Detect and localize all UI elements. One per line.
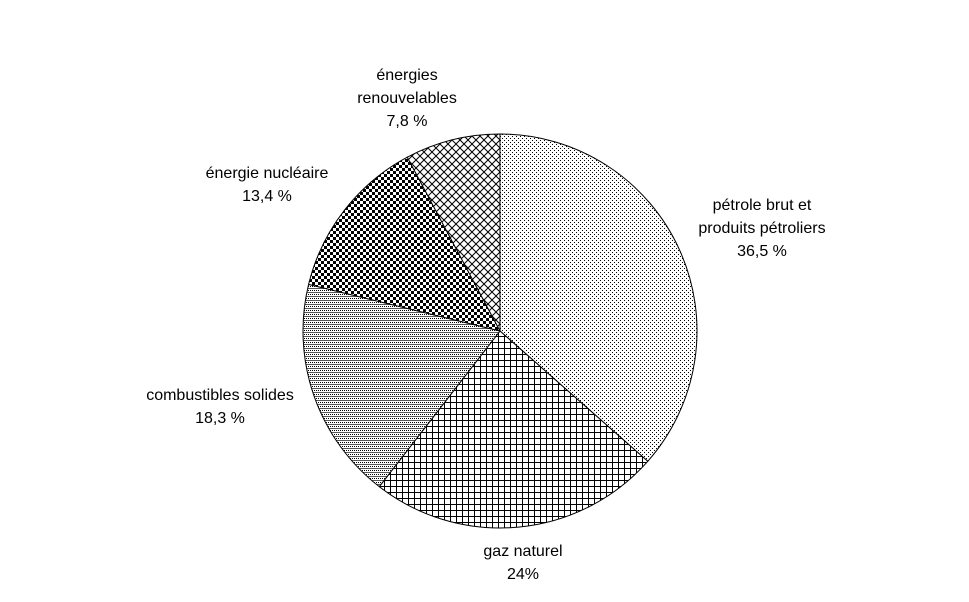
pie-slice	[406, 133, 501, 332]
slice-label: combustibles solides 18,3 %	[146, 387, 294, 427]
slice-label: énergies renouvelables 7,8 %	[357, 67, 457, 130]
pie-slice	[307, 156, 501, 332]
slice-name-label: gaz naturel	[483, 543, 562, 560]
slice-value-label: 7,8 %	[387, 113, 428, 130]
slice-name-label: renouvelables	[357, 90, 457, 107]
pie-slice	[378, 330, 649, 529]
slice-value-label: 36,5 %	[737, 243, 787, 260]
pie-slice	[302, 283, 501, 488]
slice-name-label: pétrole brut et	[713, 197, 812, 214]
slice-label: pétrole brut et produits pétroliers 36,5 %	[698, 197, 825, 260]
slice-name-label: combustibles solides	[146, 387, 294, 404]
slice-name-label: énergies	[376, 67, 437, 84]
slice-value-label: 13,4 %	[242, 188, 292, 205]
pie-slice	[499, 133, 698, 462]
slice-label: énergie nucléaire 13,4 %	[206, 165, 329, 205]
slice-value-label: 24%	[507, 566, 539, 583]
slice-name-label: énergie nucléaire	[206, 165, 329, 182]
slice-label: gaz naturel 24%	[483, 543, 562, 583]
slice-name-label: produits pétroliers	[698, 220, 825, 237]
slice-value-label: 18,3 %	[195, 410, 245, 427]
